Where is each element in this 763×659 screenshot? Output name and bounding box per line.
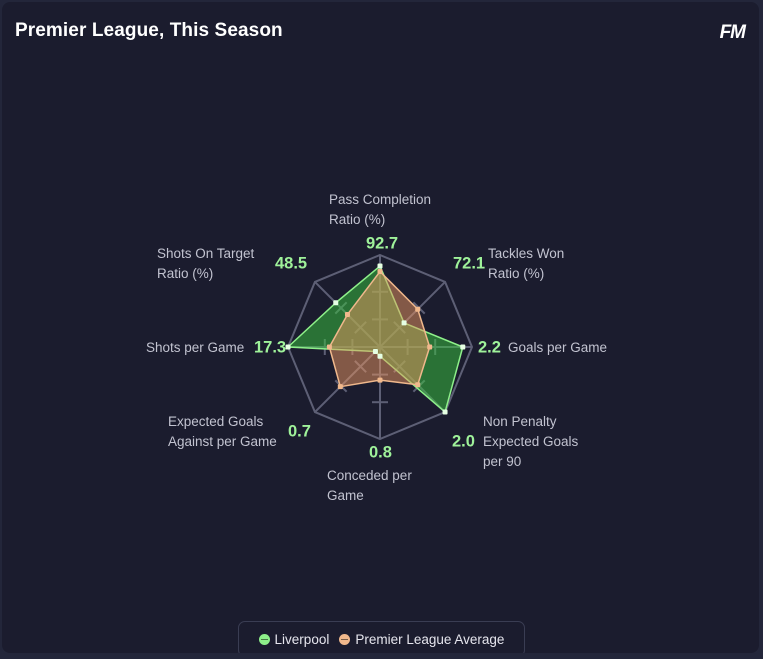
legend-dot-average bbox=[339, 633, 351, 645]
series-point-average bbox=[427, 344, 433, 350]
series-point-liverpool bbox=[460, 344, 466, 350]
axis-value-label: 2.0 bbox=[452, 432, 475, 450]
axis-value-label: 92.7 bbox=[366, 234, 398, 252]
legend-label-average: Premier League Average bbox=[355, 631, 505, 647]
series-point-liverpool bbox=[377, 353, 383, 359]
legend-item-liverpool[interactable]: Liverpool bbox=[258, 631, 330, 647]
series-point-liverpool bbox=[401, 320, 407, 326]
series-point-liverpool bbox=[442, 409, 448, 415]
axis-value-label: 0.7 bbox=[288, 422, 311, 440]
series-point-liverpool bbox=[285, 344, 291, 350]
series-point-average bbox=[415, 306, 421, 312]
axis-label: Conceded per Game bbox=[327, 468, 412, 503]
series-area-average bbox=[328, 270, 431, 388]
axis-label: Expected Goals Against per Game bbox=[168, 414, 277, 449]
legend-item-average[interactable]: Premier League Average bbox=[339, 632, 504, 647]
series-point-average bbox=[377, 269, 383, 275]
axis-label: Pass Completion Ratio (%) bbox=[329, 192, 431, 227]
axis-label: Tackles Won Ratio (%) bbox=[488, 246, 564, 281]
series-point-liverpool bbox=[333, 300, 339, 306]
axis-value-label: 0.8 bbox=[369, 443, 392, 461]
axis-label: Goals per Game bbox=[508, 340, 607, 355]
series-point-liverpool bbox=[372, 349, 378, 355]
axis-label: Shots On Target Ratio (%) bbox=[157, 246, 255, 281]
fm-logo: FM bbox=[719, 22, 746, 43]
legend-label-liverpool: Liverpool bbox=[274, 631, 330, 647]
legend-dot-liverpool bbox=[258, 633, 270, 645]
series-point-average bbox=[344, 311, 350, 317]
axis-value-label: 48.5 bbox=[275, 254, 307, 272]
chart-legend: Liverpool Premier League Average bbox=[238, 621, 525, 653]
series-point-average bbox=[415, 382, 421, 388]
axis-label: Non Penalty Expected Goals per 90 bbox=[483, 414, 579, 469]
series-point-liverpool bbox=[377, 263, 383, 269]
series-point-average bbox=[377, 377, 383, 383]
series-point-average bbox=[326, 344, 332, 350]
page-title: Premier League, This Season bbox=[15, 20, 283, 41]
axis-value-label: 72.1 bbox=[453, 254, 485, 272]
axis-value-label: 17.3 bbox=[254, 338, 286, 356]
axis-value-label: 2.2 bbox=[478, 338, 501, 356]
axis-label: Shots per Game bbox=[146, 340, 244, 355]
series-point-average bbox=[337, 384, 343, 390]
